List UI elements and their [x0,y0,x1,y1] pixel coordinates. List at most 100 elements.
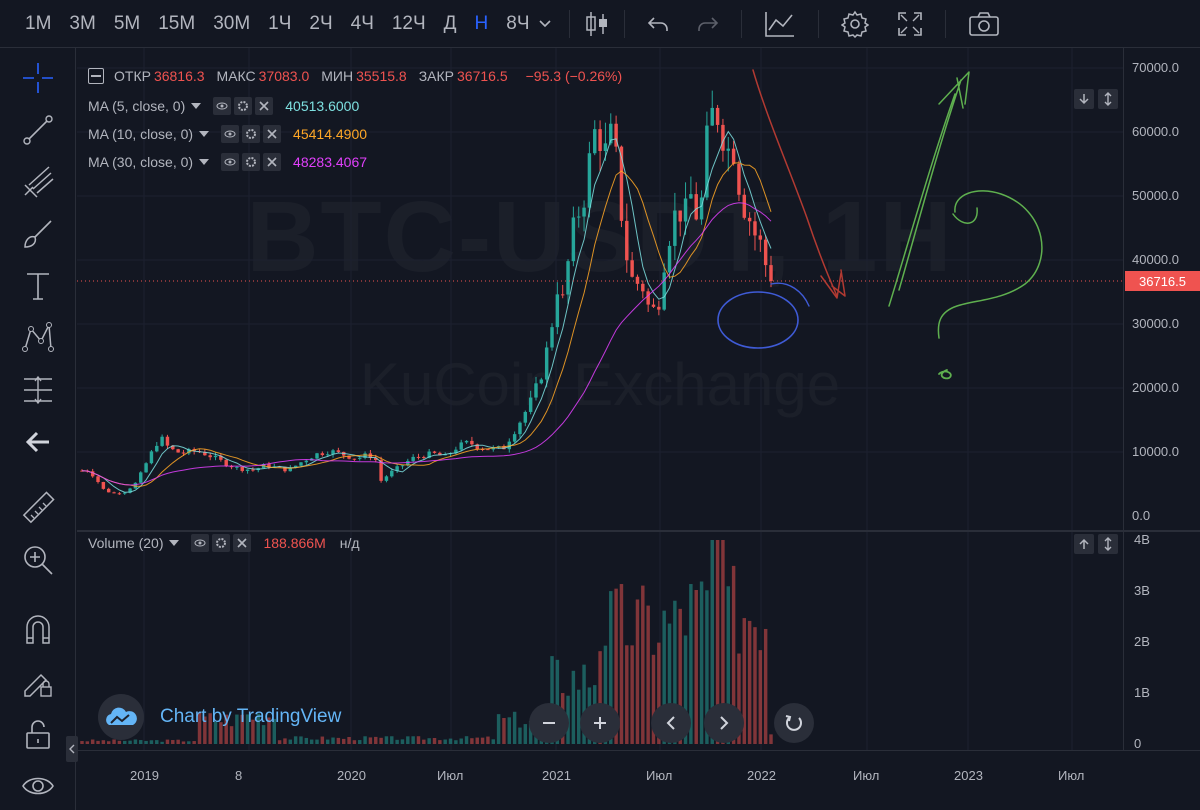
ma-visibility-icon[interactable] [221,125,240,143]
fullscreen-icon[interactable] [883,0,937,48]
ma-settings-icon[interactable] [242,125,261,143]
timeframe-0[interactable]: 1М [25,12,52,34]
tradingview-badge[interactable]: Chart by TradingView [98,694,341,740]
ma-dropdown-icon[interactable] [199,159,210,165]
reset-chart-button[interactable] [774,703,814,743]
timeframe-11[interactable]: 8Ч [506,12,530,34]
scroll-left-button[interactable] [651,703,691,743]
timeframe-3[interactable]: 15М [158,12,196,34]
brush-icon[interactable] [18,214,58,254]
volume-settings-icon[interactable] [212,534,231,552]
unlock-icon[interactable] [18,714,58,754]
pane-move-down-icon[interactable] [1074,89,1094,109]
magnet-icon[interactable] [18,610,58,650]
price-axis[interactable]: 70000.0 60000.0 50000.0 40000.0 30000.0 20000… [1123,48,1200,530]
undo-icon[interactable] [633,0,683,48]
volume-dropdown-icon[interactable] [169,540,180,546]
time-axis[interactable]: 2019 8 2020 Июл 2021 Июл 2022 Июл 2023 Июл [77,750,1200,810]
ma-dropdown-icon[interactable] [199,131,210,137]
candle-body [603,143,608,151]
ma-visibility-icon[interactable] [221,153,240,171]
screenshot-camera-icon[interactable] [954,0,1014,48]
candle-body [555,294,560,328]
candle-body [336,450,341,452]
settings-gear-icon[interactable] [827,0,883,48]
ma-dropdown-icon[interactable] [191,103,202,109]
volume-bar [742,618,747,744]
volume-bar [208,713,212,744]
price-tick-label: 40000.0 [1132,252,1179,267]
candle-body [90,471,95,477]
timeframe-1[interactable]: 3М [69,12,96,34]
ma-label[interactable]: MA (10, close, 0) [88,126,194,142]
ruler-icon[interactable] [18,488,58,528]
candle-body [587,153,592,208]
candle-body [181,452,186,454]
pattern-tool-icon[interactable] [18,318,58,358]
lock-drawings-icon[interactable] [18,662,58,702]
candle-body [128,488,132,493]
timeframe-6[interactable]: 2Ч [309,12,333,34]
timeframe-7[interactable]: 4Ч [350,12,374,34]
timeframe-dropdown-icon[interactable] [538,0,561,48]
candle-body [293,465,298,468]
measure-prediction-icon[interactable] [18,370,58,410]
timeframe-5[interactable]: 1Ч [268,12,292,34]
timeframe-10[interactable]: Н [474,12,489,34]
candle-body [630,260,634,277]
collapse-legend-icon[interactable] [88,68,104,84]
zoom-out-button[interactable] [529,703,569,743]
volume-bar [133,739,138,744]
text-tool-icon[interactable] [18,266,58,306]
candle-body [715,107,720,125]
volume-bar [667,623,672,744]
zoom-in-icon[interactable] [18,540,58,580]
scroll-right-button[interactable] [704,703,744,743]
volume-bar [224,714,228,744]
timeframe-8[interactable]: 12Ч [391,12,426,34]
volume-indicator-label[interactable]: Volume (20) [88,535,164,551]
volume-remove-icon[interactable] [233,534,252,552]
back-arrow-icon[interactable] [18,422,58,462]
zoom-in-button[interactable] [580,703,620,743]
ma-label[interactable]: MA (30, close, 0) [88,154,194,170]
pane-maximize-icon[interactable] [1098,89,1118,109]
time-tick-label: Июл [853,768,880,783]
ma-visibility-icon[interactable] [213,97,232,115]
timeframe-4[interactable]: 30М [213,12,251,34]
ma-remove-icon[interactable] [263,125,282,143]
tradingview-branding-text[interactable]: Chart by TradingView [160,706,342,727]
ma-settings-icon[interactable] [234,97,253,115]
toolbar-separator [740,9,742,38]
volume-bar [139,740,143,744]
ma-remove-icon[interactable] [263,153,282,171]
pitchfork-icon[interactable] [18,162,58,202]
pane-separator[interactable] [77,530,1200,532]
candle-body [566,261,570,295]
ma-remove-icon[interactable] [255,97,274,115]
candle-body [144,463,148,473]
redo-icon[interactable] [683,0,733,48]
candle-body [582,207,586,217]
ma30-line [81,202,772,486]
collapse-toolbar-icon[interactable] [66,736,78,762]
volume-bar [726,586,730,744]
candles-group [80,90,773,495]
crosshair-icon[interactable] [18,58,58,98]
timeframe-9[interactable]: Д [443,12,457,34]
trend-line-icon[interactable] [18,110,58,150]
volume-visibility-icon[interactable] [191,534,210,552]
volume-maximize-icon[interactable] [1098,534,1118,554]
volume-axis[interactable]: 4B 3B 2B 1B 0 [1123,532,1200,751]
price-chart-canvas[interactable] [77,48,1123,530]
ma-settings-icon[interactable] [242,153,261,171]
candle-style-icon[interactable] [578,0,616,48]
price-chart-pane[interactable] [77,48,1123,530]
candle-body [726,148,730,151]
volume-move-up-icon[interactable] [1074,534,1094,554]
indicators-icon[interactable] [750,0,810,48]
timeframe-list: 1М 3М 5М 15М 30М 1Ч 2Ч 4Ч 12Ч Д Н 8Ч [16,0,539,48]
timeframe-2[interactable]: 5М [113,12,141,34]
visibility-eye-icon[interactable] [18,766,58,806]
ma-label[interactable]: MA (5, close, 0) [88,98,186,114]
